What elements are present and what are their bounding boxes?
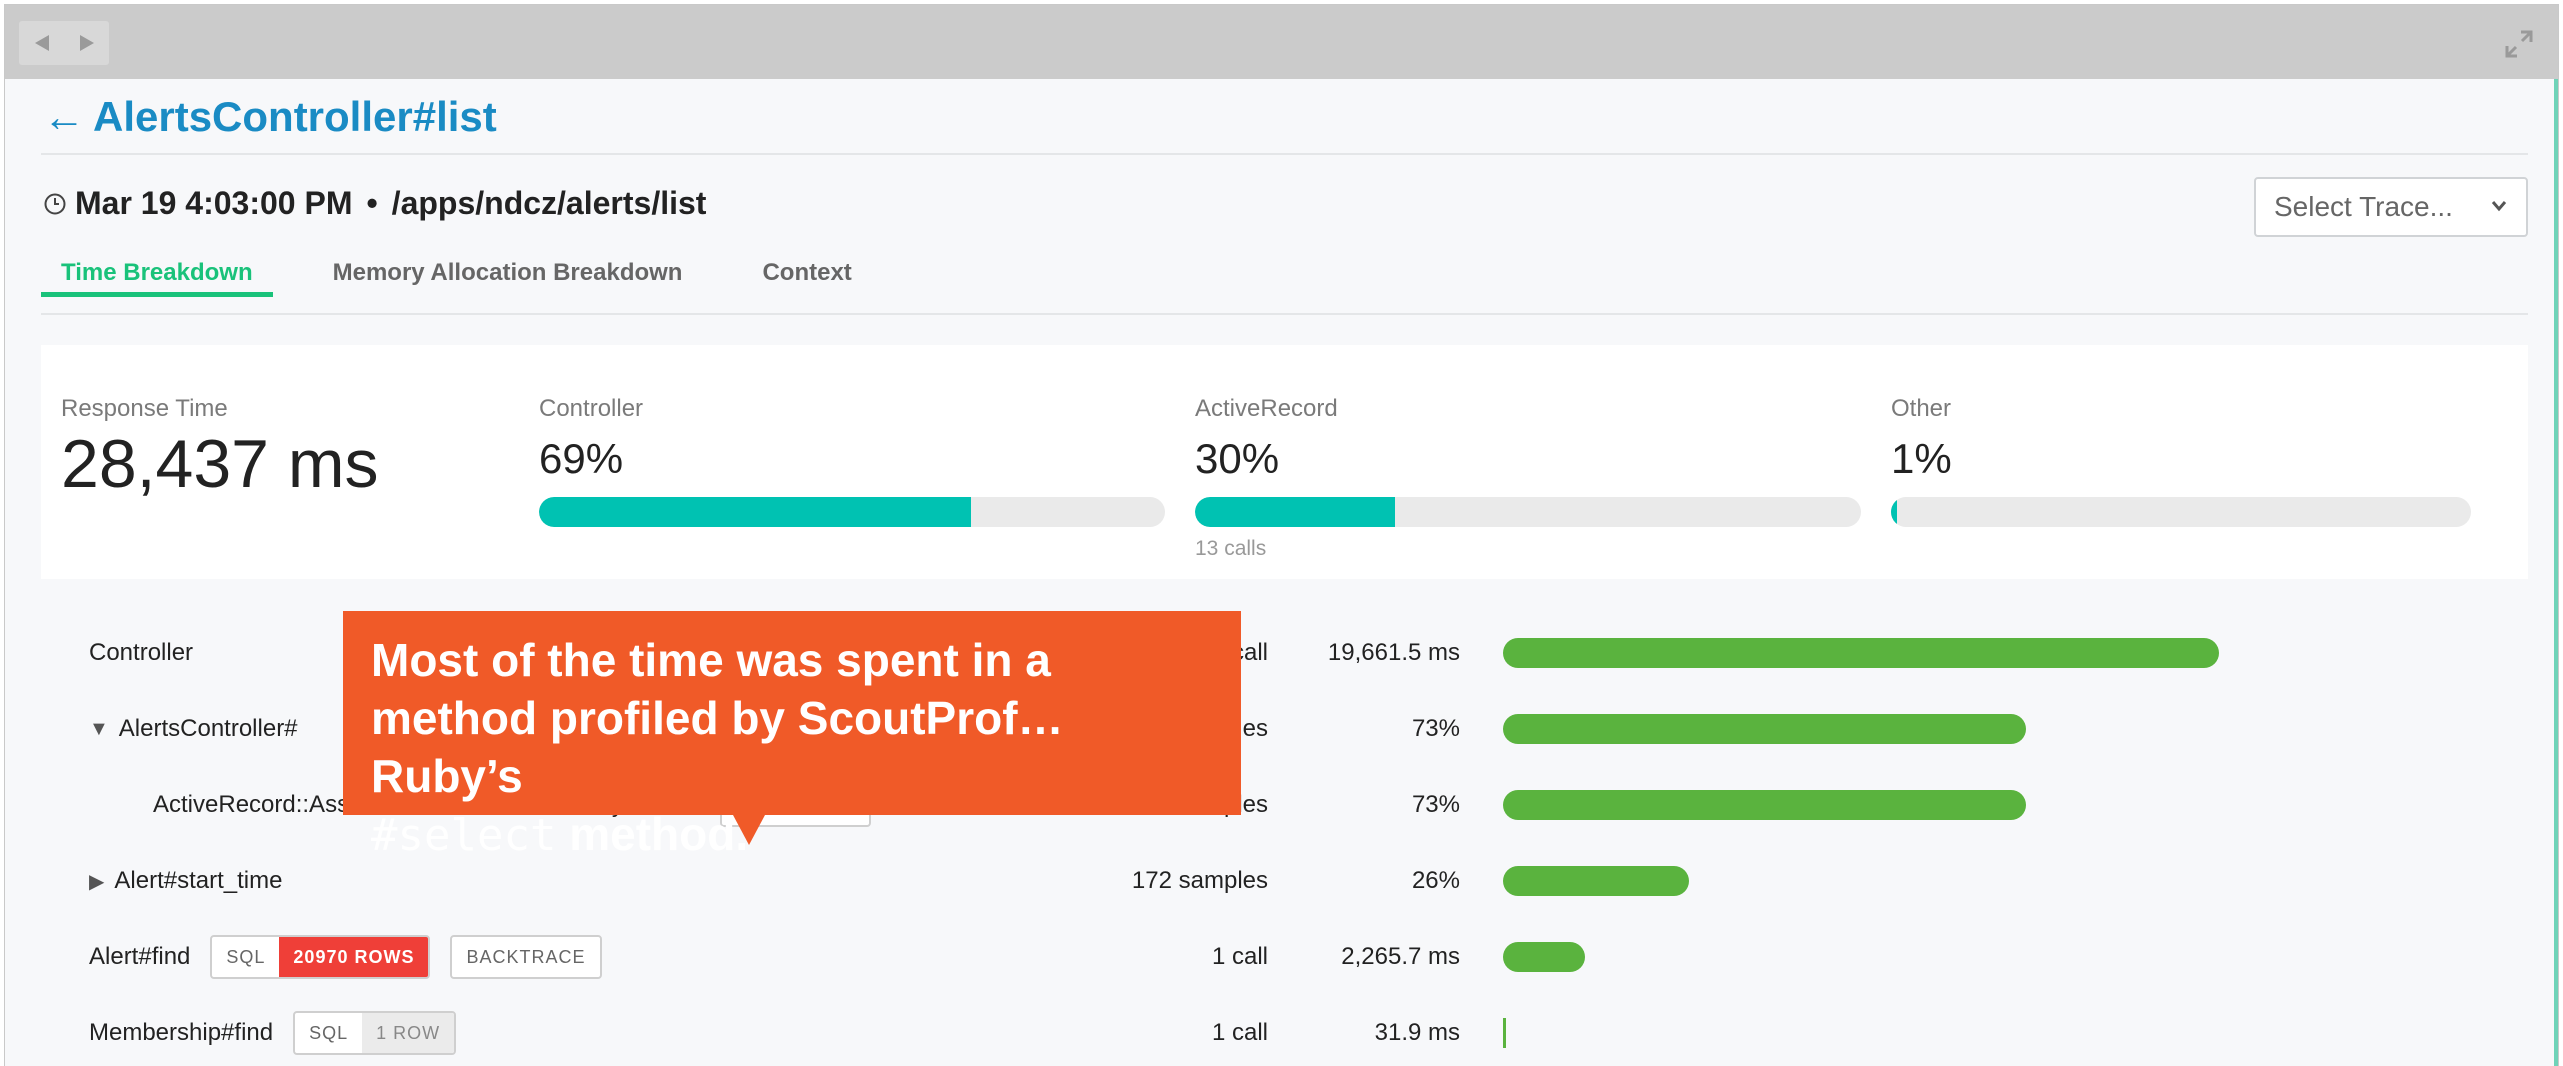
row-count: 1 call	[1211, 943, 1268, 970]
row-bar	[1503, 790, 2026, 820]
progress-bar	[539, 497, 1165, 527]
select-trace-dropdown[interactable]: Select Trace...	[2254, 177, 2528, 237]
row-name: Alert#start_time	[114, 867, 283, 894]
expand-triangle-icon[interactable]: ▶	[89, 870, 105, 893]
other-metric: Other 1%	[1891, 395, 2471, 527]
row-metric: 2,265.7 ms	[1341, 943, 1460, 970]
callout-line-1: Most of the time was spent in a	[371, 634, 1051, 686]
table-row[interactable]: Membership#find SQL 1 ROW 1 call 31.9 ms	[41, 995, 2528, 1066]
tab-context[interactable]: Context	[762, 259, 852, 286]
sql-badge[interactable]: SQL 20970 ROWS	[210, 935, 431, 979]
callout-pointer	[733, 815, 765, 845]
table-row[interactable]: ▶ Alert#start_time 172 samples 26%	[41, 843, 2528, 919]
summary-panel: Response Time 28,437 ms Controller 69% A…	[41, 345, 2528, 579]
row-bar	[1503, 942, 1586, 972]
row-count: 1 call	[1211, 1019, 1268, 1046]
backtrace-label: BACKTRACE	[466, 946, 586, 967]
callout-line-3: method.	[556, 808, 749, 860]
divider	[41, 313, 2528, 315]
main-content: ← AlertsController#list Mar 19 4:03:00 P…	[41, 79, 2528, 1066]
sql-rows-count: 20970 ROWS	[279, 937, 429, 977]
metric-label: Controller	[539, 395, 644, 422]
metric-value: 28,437 ms	[61, 426, 379, 502]
backtrace-button[interactable]: BACKTRACE	[450, 935, 602, 979]
forward-nav-button[interactable]	[64, 21, 109, 65]
endpoint-title: AlertsController#list	[93, 93, 497, 140]
activerecord-metric: ActiveRecord 30% 13 calls	[1195, 395, 1861, 561]
chevron-down-icon	[2491, 201, 2507, 212]
trace-time: Mar 19 4:03:00 PM	[75, 185, 353, 221]
tab-time-breakdown[interactable]: Time Breakdown	[41, 251, 273, 297]
triangle-right-icon	[79, 35, 94, 51]
metric-label: ActiveRecord	[1195, 395, 1338, 422]
callout-code: #select	[371, 810, 557, 861]
nav-buttons	[19, 21, 109, 65]
metric-label: Other	[1891, 395, 1952, 422]
row-count: 172 samples	[1131, 867, 1268, 894]
progress-fill	[1891, 497, 1897, 527]
divider	[41, 153, 2528, 155]
row-metric: 31.9 ms	[1374, 1019, 1460, 1046]
table-row[interactable]: Alert#find SQL 20970 ROWS BACKTRACE 1 cal…	[41, 919, 2528, 995]
response-time-metric: Response Time 28,437 ms	[61, 395, 379, 503]
metric-value: 30%	[1195, 435, 1280, 482]
expand-icon[interactable]	[2504, 29, 2534, 59]
metric-subtext: 13 calls	[1195, 537, 1267, 560]
scroll-edge	[2554, 79, 2558, 1066]
progress-bar	[1195, 497, 1861, 527]
sql-label: SQL	[226, 946, 266, 967]
progress-bar	[1891, 497, 2471, 527]
row-bar	[1503, 1018, 1506, 1048]
row-metric: 73%	[1411, 715, 1460, 742]
sql-label: SQL	[309, 1022, 349, 1043]
app-window: ← AlertsController#list Mar 19 4:03:00 P…	[4, 4, 2559, 1066]
row-name: Membership#find	[89, 1019, 274, 1046]
progress-fill	[539, 497, 971, 527]
back-arrow-icon[interactable]: ←	[43, 93, 85, 140]
sql-rows-count: 1 ROW	[362, 1013, 455, 1053]
row-bar	[1503, 638, 2219, 668]
tab-bar: Time Breakdown Memory Allocation Breakdo…	[41, 251, 912, 297]
metric-value: 69%	[539, 435, 624, 482]
controller-metric: Controller 69%	[539, 395, 1165, 527]
trace-meta: Mar 19 4:03:00 PM • /apps/ndcz/alerts/li…	[43, 185, 706, 222]
annotation-callout: Most of the time was spent in a method p…	[343, 611, 1241, 861]
tab-memory-allocation[interactable]: Memory Allocation Breakdown	[332, 259, 683, 286]
progress-fill	[1195, 497, 1395, 527]
trace-path: /apps/ndcz/alerts/list	[391, 185, 707, 221]
row-name: AlertsController#	[118, 715, 298, 742]
metric-label: Response Time	[61, 395, 228, 422]
select-trace-label: Select Trace...	[2274, 191, 2453, 222]
metric-value: 1%	[1891, 435, 1952, 482]
back-nav-button[interactable]	[19, 21, 64, 65]
collapse-triangle-icon[interactable]: ▼	[89, 717, 109, 740]
row-metric: 26%	[1411, 867, 1460, 894]
callout-line-2: method profiled by ScoutProf…Ruby’s	[371, 692, 1064, 802]
title-bar	[5, 5, 2558, 79]
row-name: Alert#find	[89, 943, 191, 970]
row-metric: 73%	[1411, 791, 1460, 818]
row-bar	[1503, 866, 1690, 896]
row-name: Controller	[89, 639, 194, 666]
table-row[interactable]: ▼AlertsController# mples 73%	[41, 691, 2528, 767]
triangle-left-icon	[34, 35, 49, 51]
sql-badge[interactable]: SQL 1 ROW	[293, 1011, 457, 1055]
clock-icon	[43, 192, 67, 216]
page-title[interactable]: ← AlertsController#list	[43, 93, 497, 141]
row-metric: 19,661.5 ms	[1327, 639, 1460, 666]
separator: •	[366, 185, 378, 221]
row-bar	[1503, 714, 2026, 744]
